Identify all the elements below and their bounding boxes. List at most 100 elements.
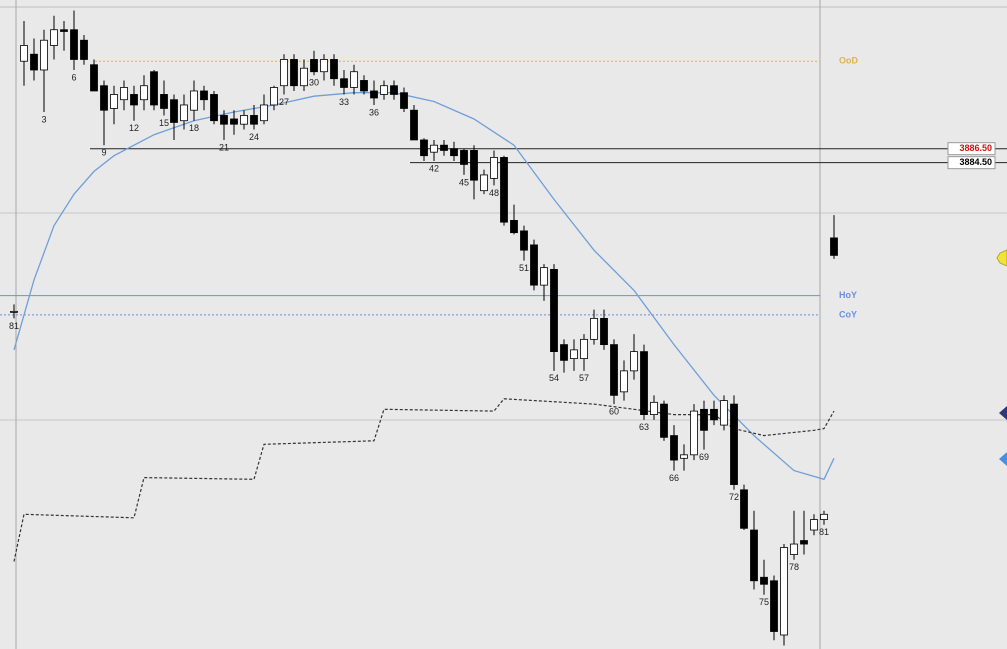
candle-body (320, 59, 328, 73)
candle-body (570, 349, 578, 360)
candle-body (250, 115, 258, 125)
candle-body (180, 104, 188, 122)
candle-body (110, 94, 118, 109)
candle-body (210, 94, 218, 122)
candle-body (720, 400, 728, 426)
bar-number: 24 (249, 132, 259, 142)
candle-body (160, 94, 168, 109)
candle-body (560, 344, 568, 361)
right-marker (996, 249, 1007, 267)
candle-body (60, 29, 68, 32)
plot-area: OoDHoYCoY3886.503884.5081369121518212427… (0, 10, 1007, 646)
candle-body (130, 94, 138, 106)
candle-body (360, 80, 368, 92)
bar-number: 27 (279, 97, 289, 107)
bar-number: 81 (819, 527, 829, 537)
candle-body (540, 267, 548, 286)
bar-number: 21 (219, 142, 229, 152)
candle-body (120, 87, 128, 101)
candle-body (730, 403, 738, 485)
candle-body (810, 519, 818, 531)
candle-body (520, 230, 528, 251)
candle-body (670, 435, 678, 461)
candle-body (690, 410, 698, 456)
candle-body (650, 401, 658, 415)
candle-body (790, 543, 798, 555)
candle-body (30, 53, 38, 71)
candle-body (490, 157, 498, 179)
candle-body (240, 115, 248, 125)
bar-number: 18 (189, 123, 199, 133)
candle-body (400, 92, 408, 109)
bar-number: 33 (339, 97, 349, 107)
candle-body (70, 29, 78, 60)
candle-body (220, 115, 228, 125)
bar-number: 81 (9, 321, 19, 331)
level-label: OoD (839, 56, 858, 66)
candle-body (420, 139, 428, 157)
candle-body (150, 71, 158, 106)
candle-body (510, 220, 518, 234)
level-label: HoY (839, 290, 857, 300)
price-label-box (947, 156, 996, 170)
bar-number: 75 (759, 597, 769, 607)
candle-body (780, 547, 788, 636)
bar-number: 66 (669, 473, 679, 483)
level-label: CoY (839, 309, 857, 319)
indicator-line (13, 398, 835, 562)
candle-body (410, 109, 418, 141)
bar-number: 42 (429, 163, 439, 173)
candle-body (430, 144, 438, 153)
bar-number: 12 (129, 123, 139, 133)
price-label: 3884.50 (959, 157, 992, 167)
candle-body (440, 144, 448, 151)
candle-body (480, 174, 488, 192)
bar-number: 9 (101, 148, 106, 158)
bar-number: 45 (459, 177, 469, 187)
bar-number: 54 (549, 373, 559, 383)
candle-body (350, 71, 358, 88)
candle-body (500, 157, 508, 223)
bar-number: 15 (159, 118, 169, 128)
bar-number: 57 (579, 373, 589, 383)
candle-body (230, 118, 238, 125)
candle-body (740, 489, 748, 529)
candle-body (800, 540, 808, 545)
candle-body (270, 87, 278, 106)
candle-body (640, 351, 648, 415)
candle-body (680, 454, 688, 459)
bar-number: 51 (519, 263, 529, 273)
bar-number: 3 (41, 114, 46, 124)
candle-body (370, 90, 378, 99)
bar-number: 63 (639, 422, 649, 432)
bar-number: 69 (699, 452, 709, 462)
candle-body (290, 59, 298, 87)
candle-body (750, 529, 758, 582)
candle-body (760, 576, 768, 585)
bar-number: 78 (789, 562, 799, 572)
right-marker (999, 452, 1007, 466)
bar-number: 6 (71, 72, 76, 82)
candle-body (310, 59, 318, 73)
candle-body (630, 351, 638, 372)
candle-body (550, 268, 558, 353)
bar-number: 72 (729, 492, 739, 502)
candle-body (190, 90, 198, 111)
candle-body (80, 39, 88, 60)
candle-body (830, 237, 838, 256)
candle-body (530, 244, 538, 286)
candle-body (820, 513, 828, 520)
candle-body (200, 90, 208, 101)
candle-body (20, 45, 28, 62)
candle-body (710, 408, 718, 421)
candle-body (330, 59, 338, 80)
candle-body (620, 370, 628, 393)
candle-body (700, 408, 708, 431)
candle-body (580, 338, 588, 360)
bar-number: 36 (369, 107, 379, 117)
bar-number: 30 (309, 78, 319, 88)
candle-body (40, 39, 48, 71)
bar-number: 48 (489, 188, 499, 198)
